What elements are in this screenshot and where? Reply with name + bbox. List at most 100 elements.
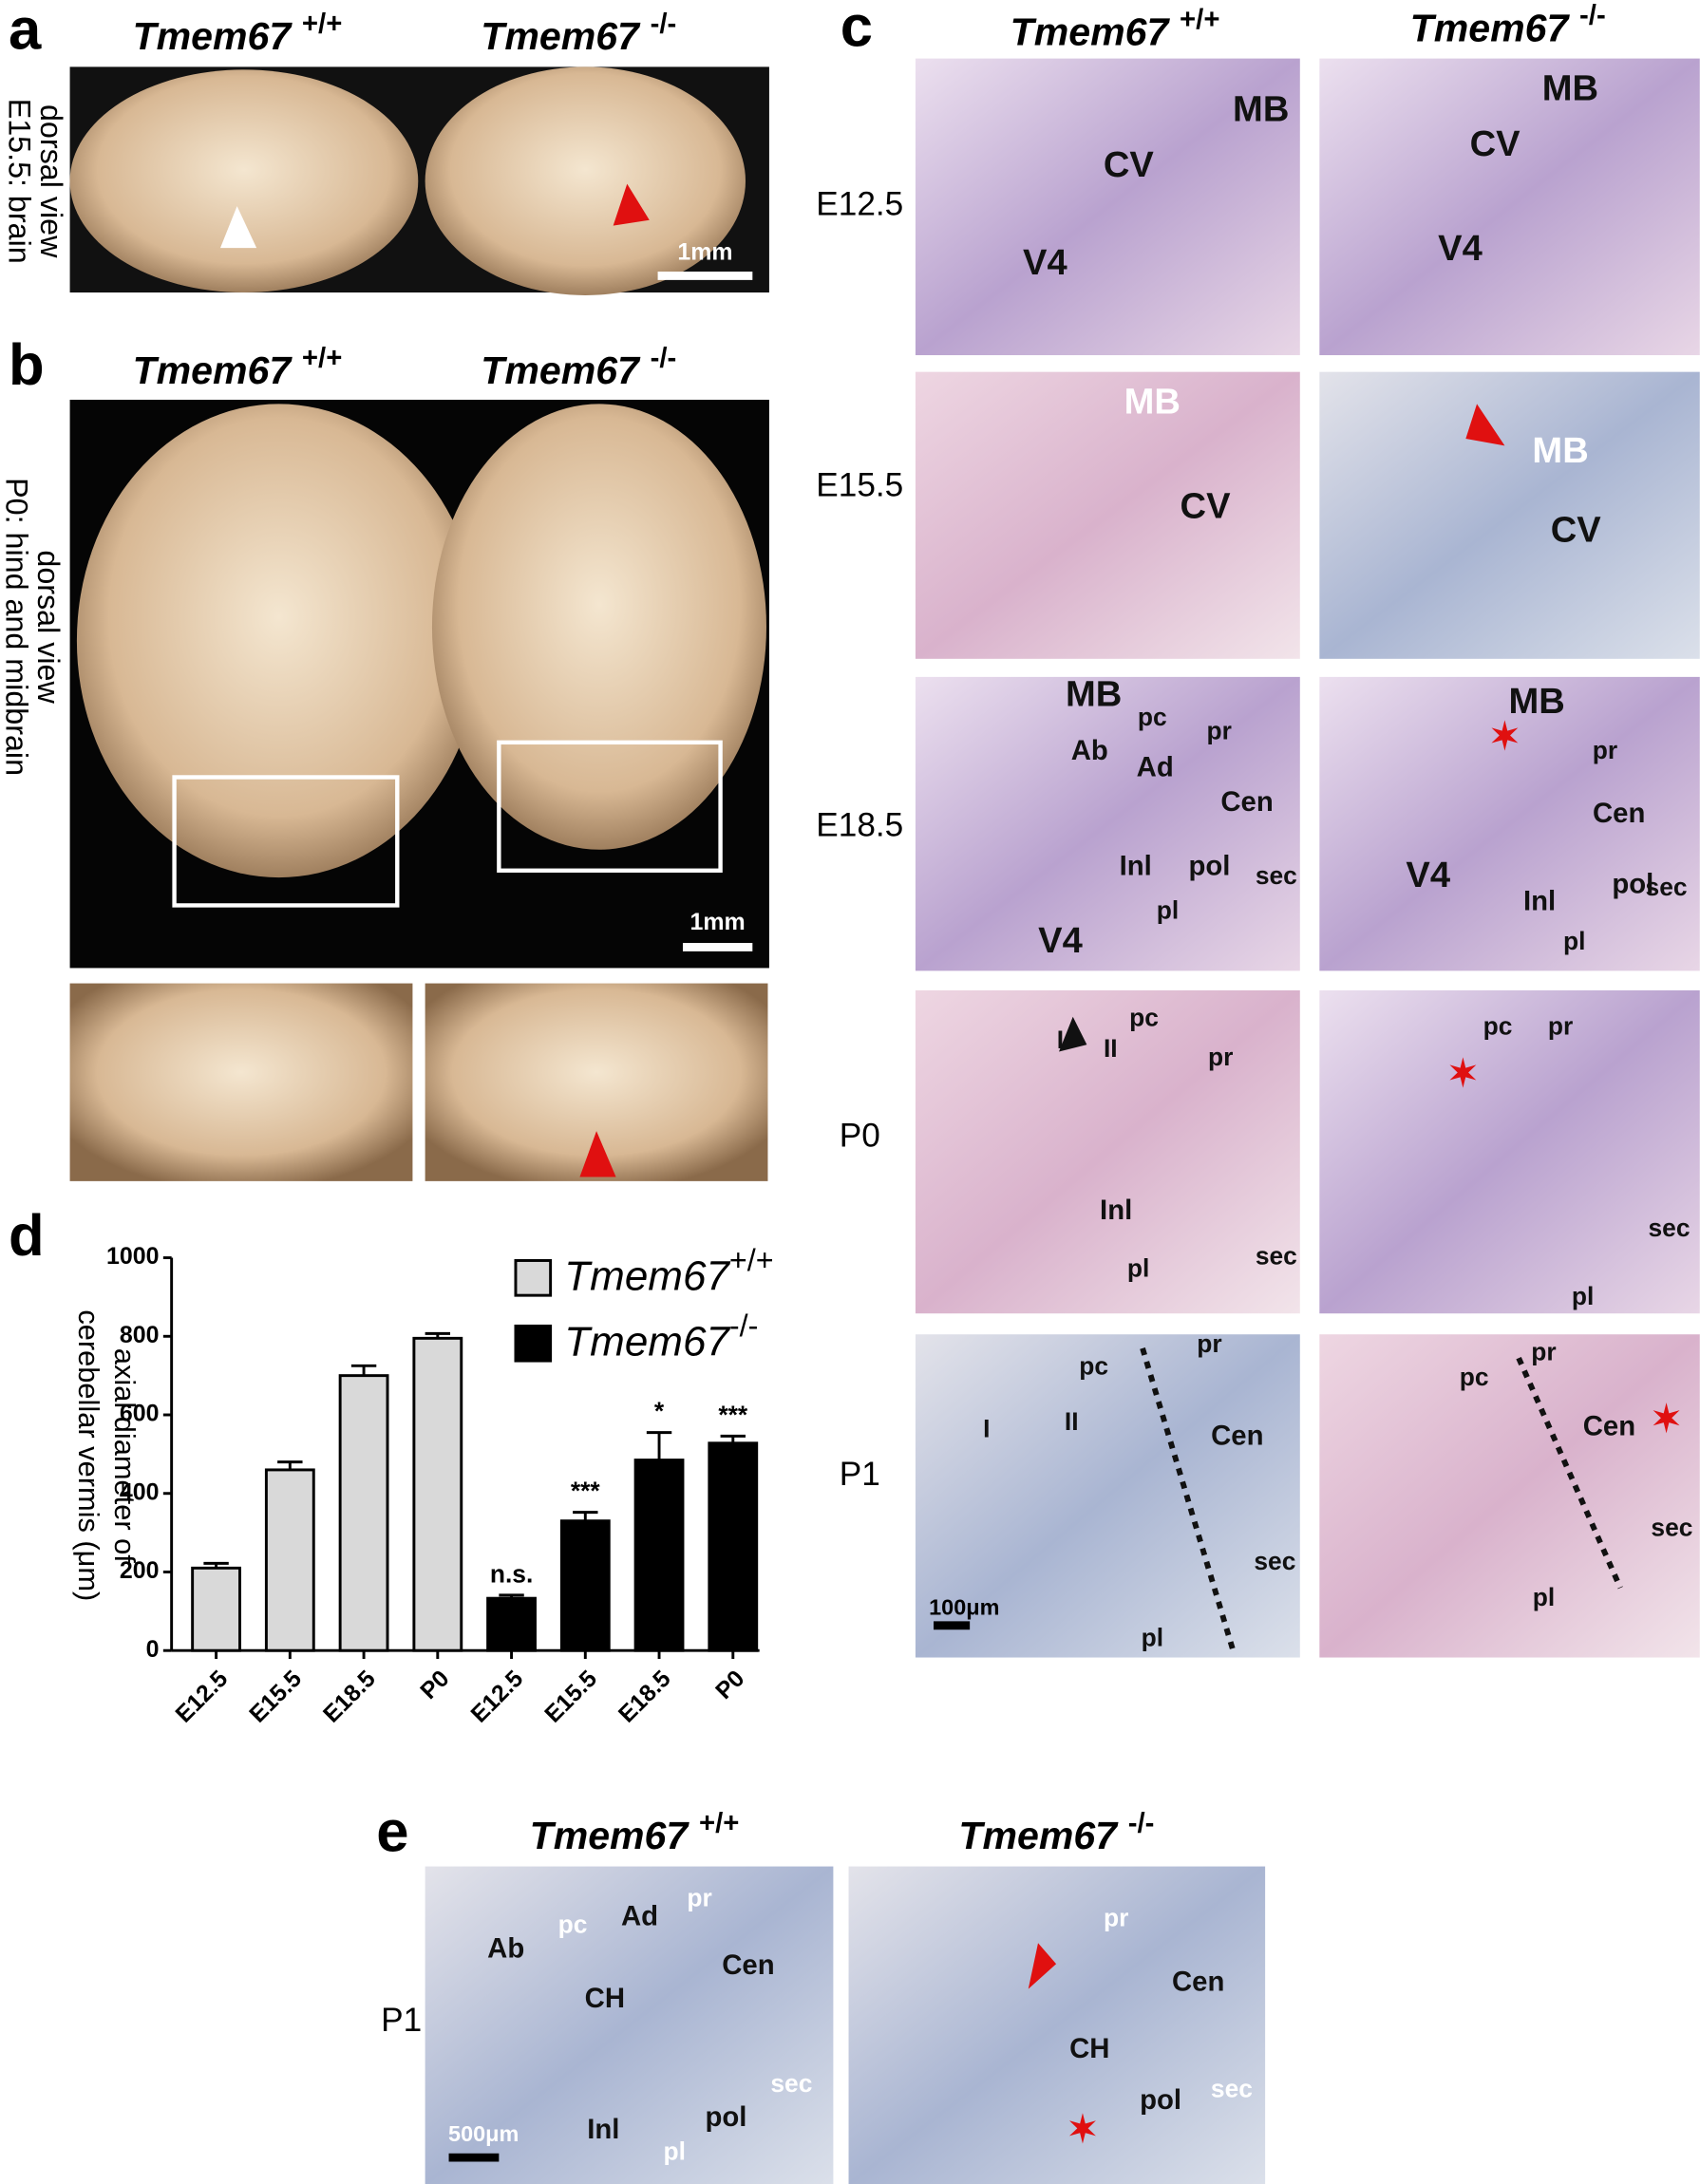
image-annotation: Cen — [1220, 786, 1273, 818]
row-label: E12.5 — [816, 185, 903, 222]
image-annotation: Cen — [1172, 1967, 1224, 1998]
image-annotation: pr — [1104, 1903, 1128, 1931]
panel-label: e — [376, 1799, 408, 1865]
image-annotation: Inl — [1120, 851, 1152, 882]
image-annotation: MB — [1066, 673, 1122, 714]
image-annotation: Ab — [1071, 735, 1108, 766]
x-tick-label: E15.5 — [539, 1666, 602, 1728]
image-annotation: CV — [1470, 123, 1521, 164]
image-annotation: Inl — [1100, 1195, 1132, 1226]
y-tick-label: 400 — [120, 1478, 160, 1505]
panel-label: c — [841, 0, 873, 60]
image-annotation: pol — [705, 2101, 746, 2133]
histology-image — [915, 371, 1300, 659]
legend-entry: Tmem67-/- — [564, 1308, 758, 1365]
image-annotation: sec — [1254, 1547, 1295, 1575]
image-annotation: II — [1065, 1407, 1079, 1436]
side-label: E15.5: brain — [2, 99, 36, 264]
significance-label: * — [654, 1397, 665, 1425]
gene-name: Tmem67 — [958, 1814, 1119, 1857]
image-annotation: pr — [1208, 1043, 1233, 1071]
brain-photo — [76, 404, 482, 878]
image-annotation: pl — [1563, 927, 1585, 955]
side-label: dorsal view — [31, 550, 66, 704]
y-axis-label: axial diameter of — [108, 1348, 142, 1563]
genotype: +/+ — [1180, 4, 1219, 35]
asterisk-marker — [1491, 720, 1519, 751]
legend-name: Tmem67 — [564, 1252, 730, 1299]
x-tick-label: E12.5 — [465, 1666, 528, 1728]
roi-box — [497, 740, 723, 873]
y-tick-label: 600 — [120, 1401, 160, 1427]
image-annotation: pr — [1593, 736, 1617, 764]
image-annotation: pl — [1533, 1583, 1555, 1611]
image-annotation: pc — [1138, 703, 1167, 731]
row-label: E15.5 — [816, 467, 903, 504]
image-annotation: pr — [1531, 1338, 1556, 1366]
dotted-line — [1140, 1347, 1237, 1652]
brain-photo — [431, 404, 766, 850]
histology-image — [1319, 371, 1700, 659]
image-annotation: pl — [1157, 896, 1179, 925]
genotype-header: Tmem67 +/+ — [1011, 4, 1220, 54]
histology-image — [915, 989, 1300, 1314]
row-label: P1 — [840, 1456, 880, 1493]
image-annotation: sec — [1648, 1214, 1690, 1242]
image-annotation: MB — [1542, 67, 1598, 108]
arrowhead — [1465, 404, 1505, 446]
brain-photo — [69, 69, 419, 293]
inset-photo — [69, 983, 413, 1181]
genotype-header: Tmem67 +/+ — [133, 342, 343, 392]
image-annotation: CV — [1181, 485, 1232, 526]
genotype-header: Tmem67 -/- — [481, 8, 676, 58]
image-annotation: Cen — [1583, 1410, 1635, 1441]
scale-label: 500μm — [448, 2121, 519, 2146]
image-annotation: MB — [1233, 88, 1289, 129]
image-annotation: Ab — [487, 1932, 524, 1964]
bar — [486, 1596, 537, 1652]
image-annotation: pr — [687, 1884, 711, 1912]
panel-label: d — [9, 1203, 45, 1269]
image-annotation: pol — [1612, 869, 1653, 900]
image-annotation: Inl — [1523, 885, 1556, 916]
panel-label: a — [9, 0, 42, 62]
histology-image — [1319, 989, 1700, 1314]
image-annotation: CV — [1104, 144, 1155, 185]
brain-photo — [425, 66, 746, 295]
image-annotation: sec — [1651, 1514, 1692, 1542]
asterisk-marker — [1449, 1057, 1477, 1088]
image-annotation: Cen — [1211, 1421, 1263, 1452]
image-annotation: Cen — [1593, 798, 1645, 829]
legend-swatch — [514, 1259, 553, 1297]
image-annotation: Inl — [587, 2114, 619, 2145]
image-annotation: I — [1057, 1026, 1064, 1054]
image-annotation: sec — [1646, 873, 1688, 901]
genotype-header: Tmem67 -/- — [481, 342, 676, 392]
genotype-header: Tmem67 +/+ — [530, 1807, 740, 1857]
image-annotation: pr — [1197, 1329, 1221, 1358]
image-annotation: pr — [1548, 1011, 1573, 1040]
y-axis-label: cerebellar vermis (μm) — [72, 1309, 105, 1601]
row-label: P0 — [840, 1118, 880, 1155]
image-annotation: pc — [558, 1911, 588, 1939]
arrowhead — [579, 1131, 616, 1177]
asterisk-marker — [1653, 1403, 1680, 1434]
histology-image — [848, 1866, 1266, 2184]
image-annotation: sec — [1256, 1242, 1297, 1271]
image-annotation: pl — [1127, 1254, 1149, 1283]
histology-image — [915, 1334, 1300, 1658]
image-annotation: pl — [1142, 1623, 1163, 1651]
image-annotation: pc — [1129, 1004, 1159, 1032]
image-annotation: I — [983, 1414, 990, 1442]
image-annotation: CH — [1069, 2033, 1109, 2064]
image-annotation: pc — [1079, 1351, 1108, 1380]
gene-name: Tmem67 — [133, 14, 293, 58]
gene-name: Tmem67 — [133, 348, 293, 392]
legend-swatch — [514, 1324, 553, 1363]
image-annotation: sec — [770, 2069, 812, 2098]
y-tick-label: 800 — [120, 1322, 160, 1348]
legend-superscript: -/- — [729, 1308, 758, 1342]
y-tick-label: 1000 — [106, 1243, 159, 1270]
arrowhead — [1059, 1016, 1087, 1052]
